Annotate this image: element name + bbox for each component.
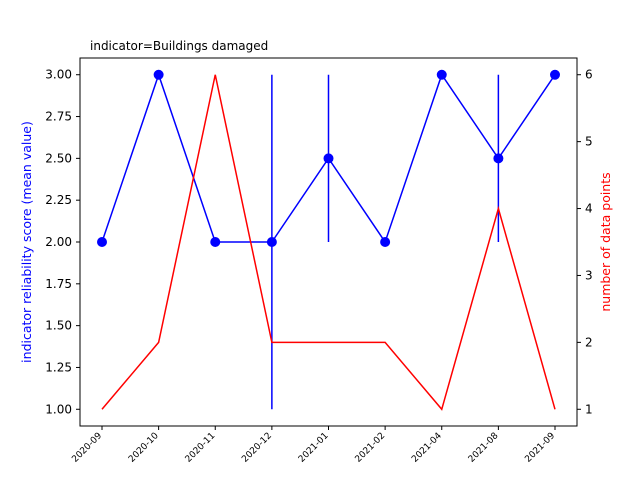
reliability-score-point	[153, 69, 164, 80]
reliability-score-point	[380, 237, 391, 247]
left-y-tick-label: 1.25	[45, 360, 72, 374]
reliability-score-point	[550, 69, 560, 80]
left-y-tick-label: 2.25	[45, 193, 72, 207]
left-y-tick-label: 3.00	[45, 68, 72, 82]
x-tick-label: 2020-12	[240, 431, 274, 465]
left-y-tick-label: 2.00	[45, 235, 72, 249]
x-tick-label: 2021-01	[297, 431, 331, 465]
reliability-score-point	[493, 153, 504, 164]
left-y-tick-label: 2.75	[45, 110, 72, 124]
right-y-tick-label: 4	[585, 202, 593, 216]
x-tick-label: 2020-11	[184, 431, 218, 465]
reliability-score-point	[97, 237, 107, 247]
right-y-tick-label: 2	[585, 335, 593, 349]
x-tick-label: 2021-02	[354, 431, 388, 465]
left-y-tick-label: 2.50	[45, 151, 72, 165]
left-y-axis-label: indicator reliability score (mean value)	[19, 121, 34, 363]
left-y-tick-label: 1.75	[45, 277, 72, 291]
right-y-axis-label: number of data points	[598, 172, 613, 311]
chart-title: indicator=Buildings damaged	[90, 39, 268, 53]
reliability-score-point	[266, 237, 277, 247]
x-tick-label: 2021-09	[523, 431, 557, 465]
right-y-tick-label: 3	[585, 268, 593, 282]
reliability-score-point	[436, 69, 447, 80]
left-y-axis: 1.00 1.25 1.50 1.75 2.00 2.25 2.50 2.75 3.00	[45, 68, 80, 416]
right-y-axis: 1 2 3 4 5 6	[577, 68, 593, 416]
data-points-count-line	[101, 74, 556, 411]
series-layer	[97, 69, 560, 411]
x-tick-label: 2021-08	[467, 431, 501, 465]
x-tick-label: 2020-09	[70, 431, 104, 465]
reliability-score-point	[323, 153, 334, 164]
x-tick-label: 2021-04	[410, 431, 444, 465]
x-axis: 2020-09 2020-10 2020-11 2020-12 2021-01 2021-…	[70, 426, 557, 465]
left-y-tick-label: 1.00	[45, 402, 72, 416]
right-y-tick-label: 6	[585, 68, 593, 82]
right-y-tick-label: 5	[585, 135, 593, 149]
x-tick-label: 2020-10	[127, 431, 161, 465]
left-y-tick-label: 1.50	[45, 319, 72, 333]
reliability-score-point	[210, 237, 221, 247]
right-y-tick-label: 1	[585, 402, 593, 416]
